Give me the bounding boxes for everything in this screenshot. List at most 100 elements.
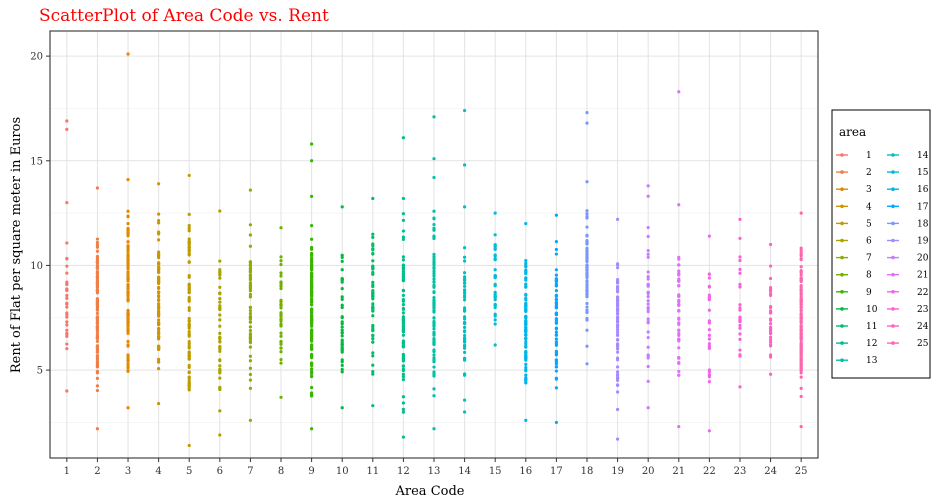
data-point <box>248 328 253 333</box>
data-point <box>187 287 191 291</box>
data-point <box>371 251 375 256</box>
data-point <box>95 339 100 343</box>
data-point <box>799 292 803 296</box>
data-point <box>524 337 528 341</box>
legend-label: 19 <box>917 237 929 247</box>
data-point <box>371 284 375 289</box>
data-point <box>248 340 253 345</box>
data-point <box>126 290 130 294</box>
data-point <box>95 328 100 332</box>
data-point <box>187 323 191 327</box>
data-point <box>248 372 253 377</box>
data-point <box>187 306 191 310</box>
data-point <box>524 276 528 280</box>
data-point <box>707 337 711 341</box>
data-point <box>554 337 558 341</box>
data-point <box>615 323 620 327</box>
data-point <box>585 284 589 288</box>
data-point <box>279 298 283 302</box>
data-point <box>677 355 681 360</box>
data-point <box>646 248 650 253</box>
data-point <box>493 268 497 272</box>
data-point <box>371 328 375 333</box>
data-point <box>646 356 650 360</box>
data-point <box>248 281 253 285</box>
data-point <box>462 322 467 326</box>
data-point <box>187 248 191 252</box>
data-point <box>187 239 191 243</box>
data-point <box>677 339 681 343</box>
data-point <box>310 224 314 228</box>
data-point <box>707 272 711 277</box>
data-point <box>677 300 681 304</box>
data-point <box>646 335 650 340</box>
data-point <box>524 268 528 272</box>
data-point <box>585 362 589 366</box>
data-point <box>279 317 283 321</box>
data-point <box>462 329 467 333</box>
data-point <box>585 318 589 322</box>
data-point <box>799 308 803 312</box>
legend-key-point <box>840 204 844 209</box>
data-point <box>126 312 130 316</box>
data-point <box>432 269 436 273</box>
data-point <box>585 258 589 262</box>
data-point <box>646 291 650 296</box>
data-point <box>432 209 436 213</box>
legend-key-point <box>840 358 844 363</box>
data-point <box>157 232 161 236</box>
data-point <box>95 297 100 301</box>
data-point <box>493 243 497 247</box>
legend-label: 7 <box>866 254 872 264</box>
data-point <box>248 320 253 324</box>
legend-key-point <box>840 290 844 294</box>
data-point <box>646 364 650 369</box>
data-point <box>340 255 344 259</box>
data-point <box>554 294 558 298</box>
data-point <box>524 344 528 348</box>
data-point <box>524 261 528 265</box>
data-point <box>157 221 161 225</box>
data-point <box>248 378 253 382</box>
legend-item: 10 <box>836 305 878 315</box>
data-point <box>462 333 467 338</box>
data-point <box>310 278 314 282</box>
legend-key-point <box>840 341 844 345</box>
data-point <box>126 353 130 357</box>
data-point <box>615 281 620 285</box>
data-point <box>432 374 436 378</box>
data-point <box>95 283 100 287</box>
data-point <box>187 244 191 249</box>
data-point <box>248 354 253 358</box>
data-point <box>340 346 344 350</box>
data-point <box>248 345 253 349</box>
data-point <box>799 425 803 429</box>
data-point <box>310 346 314 350</box>
legend-item: 7 <box>836 254 872 264</box>
data-point <box>554 305 558 310</box>
data-point <box>95 288 100 293</box>
data-point <box>524 380 528 384</box>
data-point <box>615 217 620 221</box>
data-point <box>677 277 681 281</box>
legend-key-point <box>891 204 895 209</box>
data-point <box>432 222 436 227</box>
data-point <box>157 275 161 279</box>
data-point <box>554 277 558 281</box>
data-point <box>310 260 314 264</box>
data-point <box>493 247 497 251</box>
data-point <box>95 316 100 320</box>
data-point <box>401 136 406 140</box>
data-point <box>799 394 803 399</box>
data-point <box>615 390 620 394</box>
data-point <box>554 420 558 425</box>
data-point <box>799 278 803 282</box>
data-point <box>371 264 375 268</box>
data-point <box>371 259 375 263</box>
data-point <box>371 325 375 329</box>
data-point <box>371 340 375 344</box>
legend-item: 6 <box>836 237 872 247</box>
data-point <box>340 268 344 272</box>
data-point <box>585 265 589 269</box>
data-point <box>768 286 773 290</box>
